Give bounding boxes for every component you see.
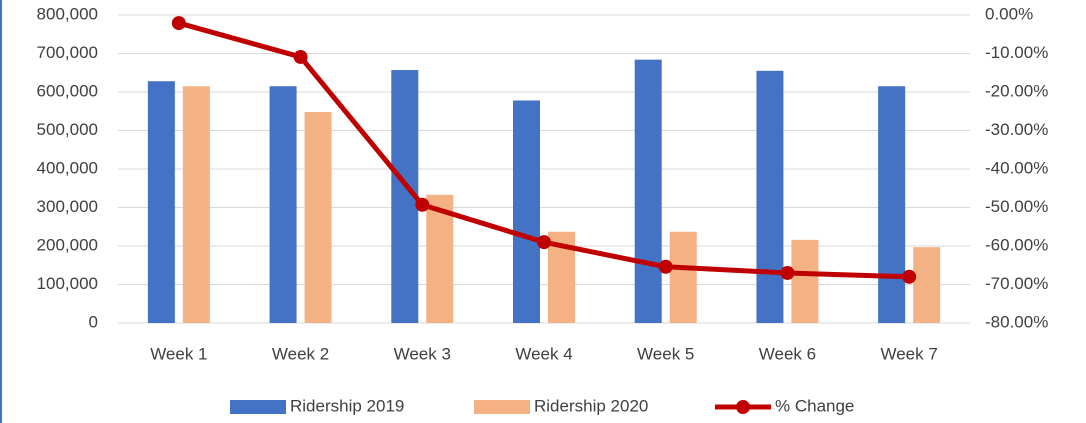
legend-label: Ridership 2020 [534, 396, 648, 415]
legend-swatch [230, 400, 286, 414]
x-tick-label: Week 6 [759, 344, 816, 363]
line-marker [293, 49, 308, 64]
legend-label: % Change [775, 396, 854, 415]
bar [513, 100, 540, 323]
bar [756, 70, 784, 323]
line-marker [902, 269, 917, 284]
y2-tick-label: -70.00% [985, 274, 1048, 293]
line-marker [537, 235, 551, 250]
bar [182, 86, 210, 323]
bar [269, 86, 297, 323]
bar [913, 247, 941, 323]
bar [304, 112, 332, 324]
y2-tick-label: 0.00% [985, 4, 1033, 23]
bar [147, 81, 175, 323]
y-tick-label: 0 [89, 312, 98, 331]
x-tick-label: Week 1 [150, 344, 207, 363]
line-marker [415, 197, 430, 212]
y2-tick-label: -50.00% [985, 197, 1048, 216]
y-tick-label: 100,000 [37, 274, 98, 293]
x-tick-label: Week 4 [515, 344, 572, 363]
y-tick-label: 800,000 [37, 4, 98, 23]
y2-tick-label: -60.00% [985, 235, 1048, 254]
bar [791, 239, 819, 323]
legend-swatch [736, 400, 750, 414]
frame-edge [0, 0, 2, 423]
bar [669, 231, 697, 323]
y-tick-label: 400,000 [37, 158, 98, 177]
y2-tick-label: -10.00% [985, 43, 1048, 62]
line-marker [171, 16, 186, 31]
line-marker [658, 259, 673, 274]
y2-tick-label: -40.00% [985, 158, 1048, 177]
y-tick-label: 300,000 [37, 197, 98, 216]
x-tick-label: Week 7 [880, 344, 937, 363]
x-tick-label: Week 3 [394, 344, 451, 363]
legend-label: Ridership 2019 [290, 396, 404, 415]
y2-tick-label: -30.00% [985, 120, 1048, 139]
y2-tick-label: -80.00% [985, 312, 1048, 331]
line-marker [780, 265, 795, 280]
y-tick-label: 200,000 [37, 235, 98, 254]
y-tick-label: 500,000 [37, 120, 98, 139]
bar [878, 86, 906, 323]
x-tick-label: Week 5 [637, 344, 694, 363]
y-tick-label: 700,000 [37, 43, 98, 62]
bar [426, 194, 454, 323]
bar [634, 59, 662, 323]
legend-swatch [474, 400, 530, 414]
x-tick-label: Week 2 [272, 344, 329, 363]
y2-tick-label: -20.00% [985, 81, 1048, 100]
y-tick-label: 600,000 [37, 81, 98, 100]
